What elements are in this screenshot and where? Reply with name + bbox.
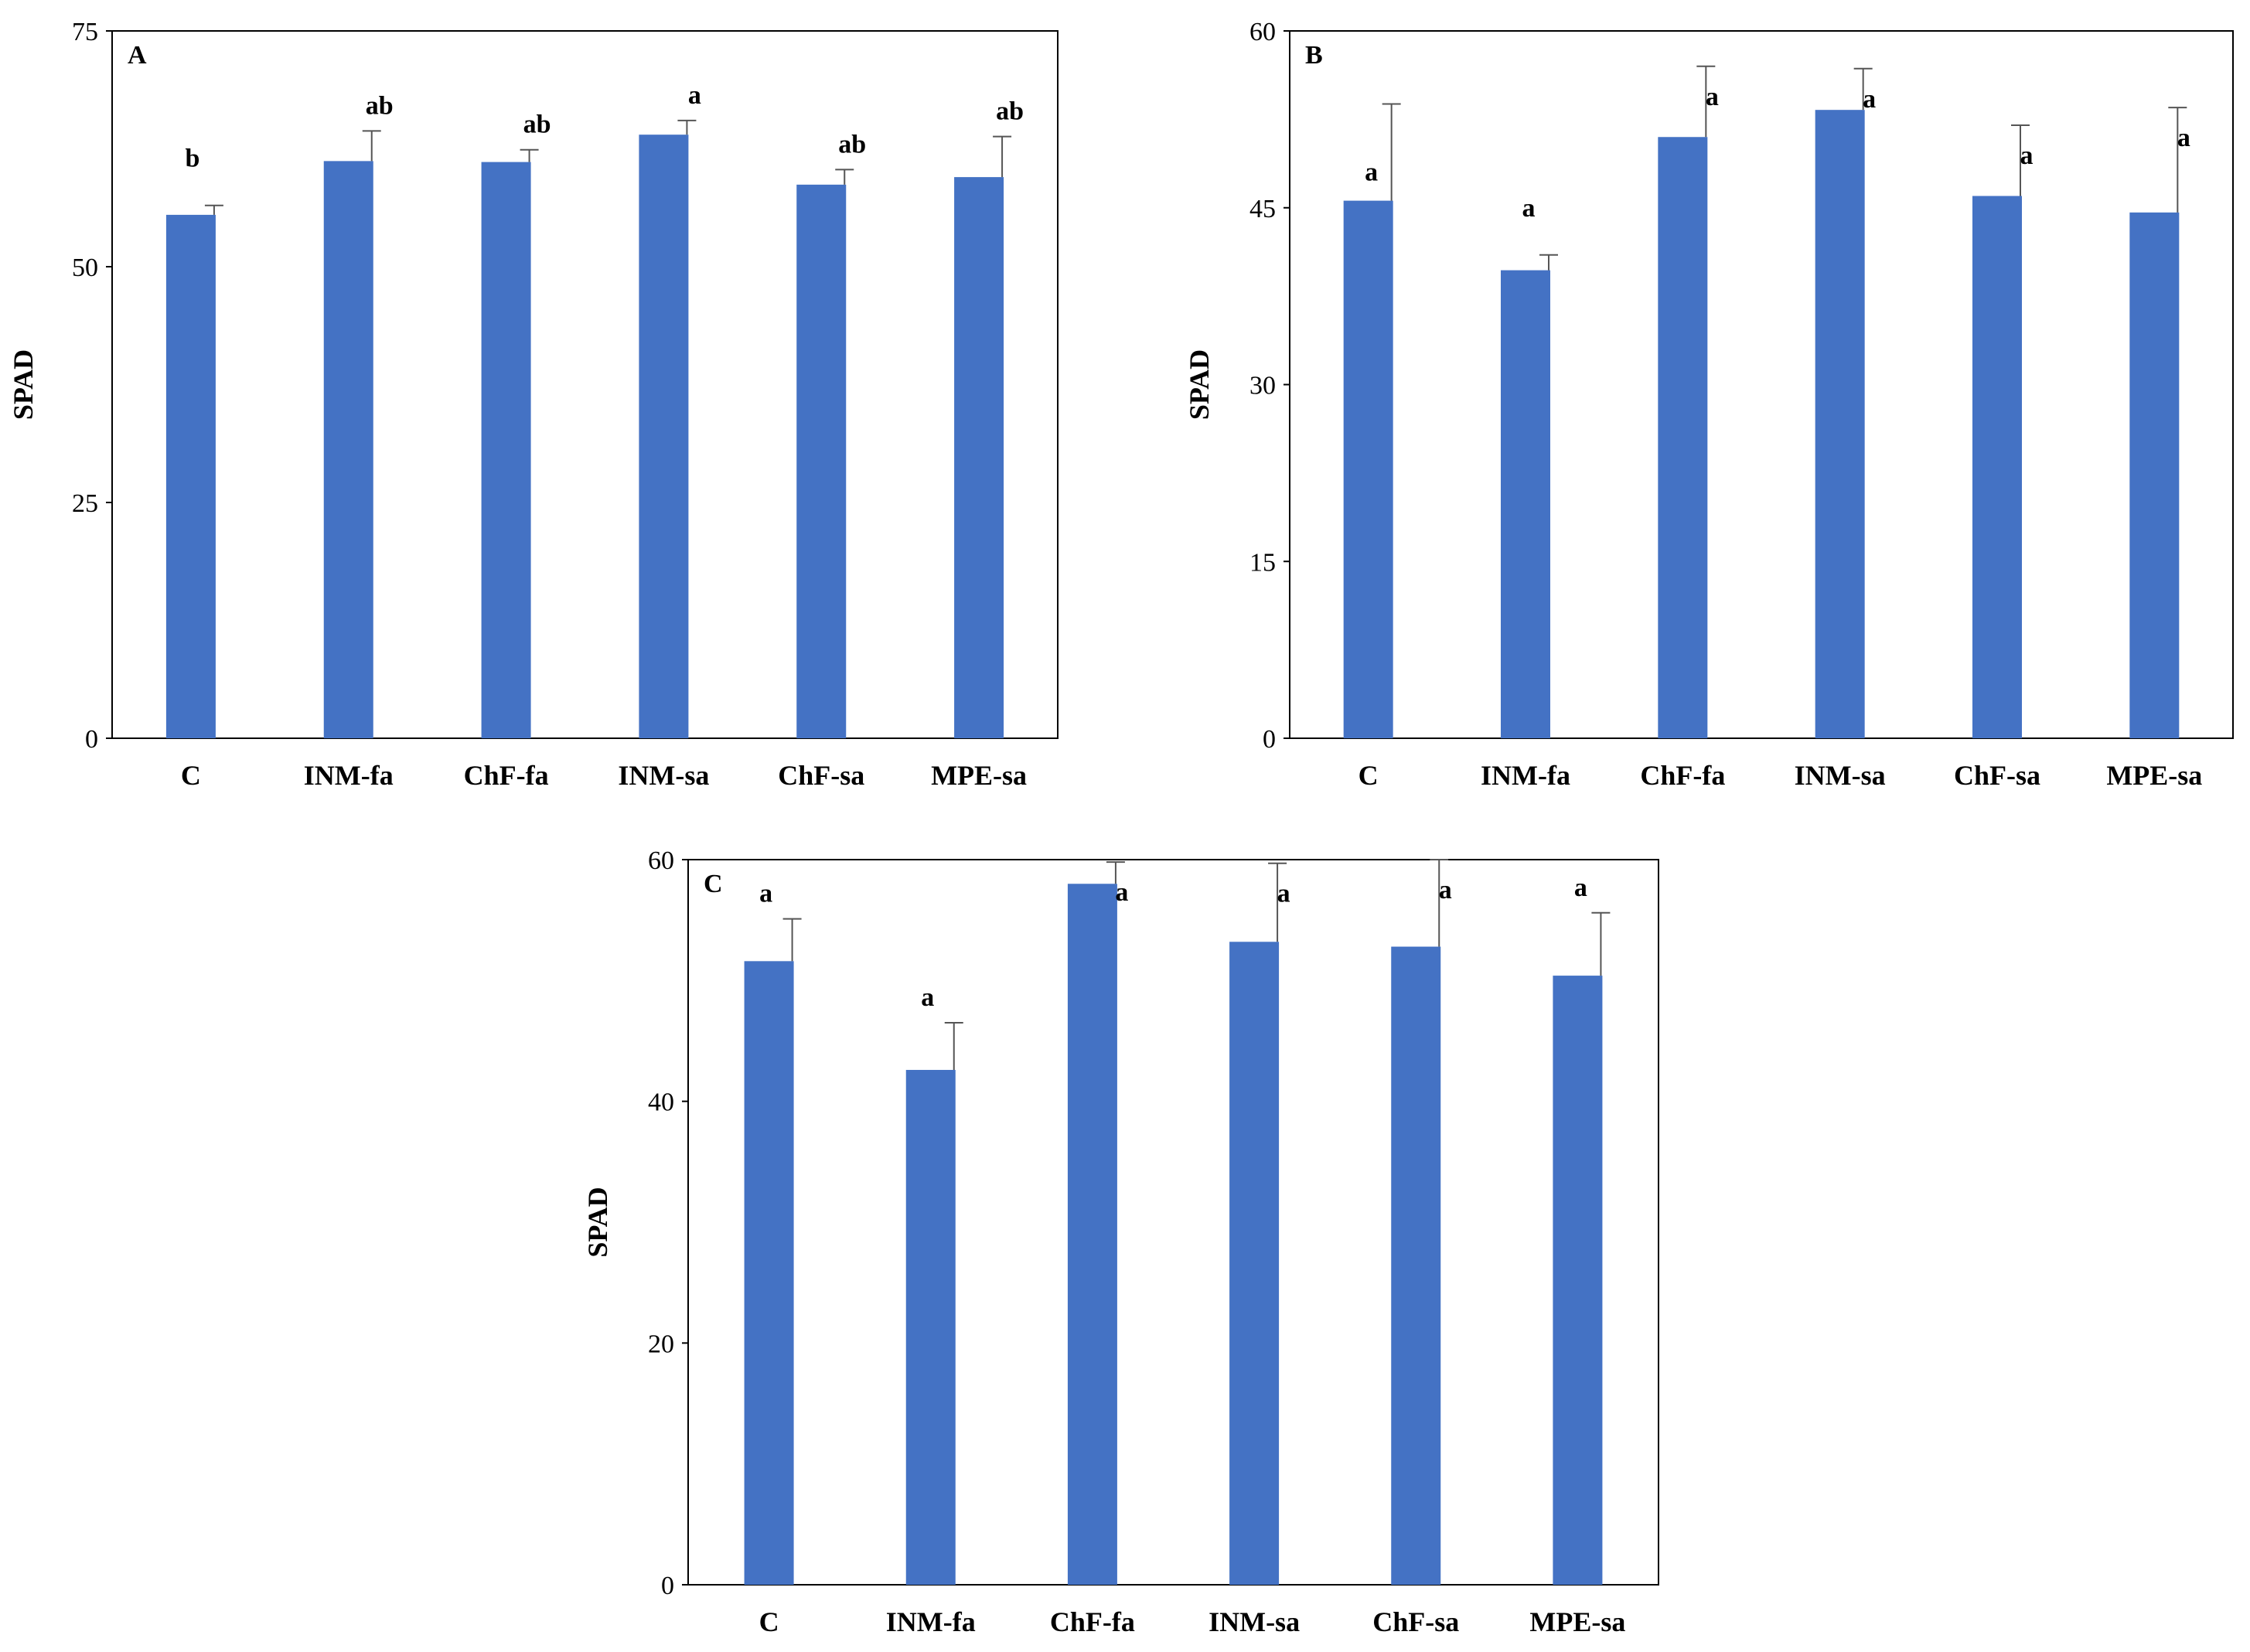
category-label: ChF-sa	[778, 760, 864, 791]
y-tick-label: 45	[1249, 195, 1276, 223]
plot-frame	[1289, 30, 2234, 739]
significance-letter: a	[1115, 878, 1128, 907]
bar	[1972, 196, 2022, 738]
y-tick-label: 50	[72, 254, 98, 282]
significance-letter: ab	[996, 97, 1024, 126]
category-label: MPE-sa	[2106, 760, 2202, 791]
bar	[796, 184, 847, 739]
significance-letter: ab	[838, 130, 866, 158]
y-tick-label: 0	[661, 1572, 674, 1600]
bar	[1229, 942, 1280, 1585]
significance-letter: a	[2177, 124, 2190, 152]
panel-label: A	[128, 41, 147, 70]
category-label: INM-fa	[886, 1606, 976, 1637]
plot-frame	[111, 30, 1059, 739]
category-label: ChF-sa	[1954, 760, 2040, 791]
bar	[323, 161, 373, 739]
bar	[1343, 200, 1393, 739]
significance-letter: a	[921, 983, 934, 1012]
significance-letter: b	[185, 145, 199, 173]
chart-panel-a: 0 25 50 75 SPAD Ab Cab INM-fa ab ChF-fa a INM-sa ab C…	[8, 18, 1059, 791]
bar	[639, 135, 689, 738]
category-label: INM-sa	[1795, 760, 1886, 791]
chart-panel-b: 0 15 30 45 60 SPAD Ba Ca INM-fa a ChF-fa a INM-sa a Ch…	[1184, 18, 2234, 791]
y-tick-label: 20	[648, 1330, 674, 1358]
category-label: INM-sa	[1209, 1606, 1300, 1637]
plot-frame	[687, 859, 1659, 1586]
chart-panel-c: 0 20 40 60 SPAD C a Ca INM-fa a ChF-fa a INM-sa a ChF-…	[582, 846, 1659, 1637]
category-label: INM-fa	[304, 760, 394, 791]
significance-letter: a	[1863, 85, 1876, 114]
bar	[1815, 110, 1865, 739]
bar	[744, 961, 794, 1585]
category-label: INM-sa	[618, 760, 709, 791]
bar	[165, 214, 216, 738]
category-label: ChF-fa	[1050, 1606, 1135, 1637]
category-label: ChF-sa	[1372, 1606, 1459, 1637]
bar	[954, 177, 1004, 739]
y-tick-label: 30	[1249, 372, 1276, 400]
significance-letter: a	[1706, 83, 1719, 111]
panel-label: B	[1305, 41, 1323, 70]
category-label: C	[1359, 760, 1379, 791]
y-axis-title: SPAD	[582, 1187, 613, 1257]
y-tick-label: 15	[1249, 548, 1276, 577]
bar	[1553, 976, 1603, 1585]
bar	[2129, 212, 2180, 739]
category-label: C	[759, 1606, 779, 1637]
significance-letter: a	[1439, 876, 1452, 904]
y-tick-label: 0	[1263, 725, 1276, 754]
bar	[1067, 884, 1117, 1585]
significance-letter: ab	[366, 91, 394, 120]
significance-letter: a	[688, 81, 701, 110]
category-label: ChF-fa	[464, 760, 549, 791]
significance-letter: a	[759, 880, 772, 908]
y-tick-label: 0	[85, 725, 98, 754]
significance-letter: ab	[523, 111, 551, 139]
significance-letter: a	[2020, 141, 2034, 170]
significance-letter: a	[1277, 880, 1290, 908]
bar	[1501, 270, 1550, 738]
y-tick-label: 40	[648, 1088, 674, 1117]
category-label: INM-fa	[1481, 760, 1570, 791]
significance-letter: a	[1365, 158, 1378, 187]
y-axis-title: SPAD	[1184, 349, 1215, 420]
category-label: ChF-fa	[1640, 760, 1725, 791]
y-tick-label: 60	[648, 846, 674, 875]
category-label: MPE-sa	[931, 760, 1027, 791]
panel-label: C	[704, 870, 723, 898]
significance-letter: a	[1522, 194, 1536, 223]
bar	[1391, 946, 1441, 1585]
category-label: MPE-sa	[1529, 1606, 1625, 1637]
significance-letter: a	[1574, 874, 1587, 902]
y-tick-label: 75	[72, 18, 98, 46]
bar	[1658, 137, 1708, 738]
y-tick-label: 25	[72, 489, 98, 518]
bar	[905, 1070, 956, 1585]
bar	[481, 162, 531, 738]
y-tick-label: 60	[1249, 18, 1276, 46]
category-label: C	[181, 760, 201, 791]
y-axis-title: SPAD	[8, 349, 39, 420]
